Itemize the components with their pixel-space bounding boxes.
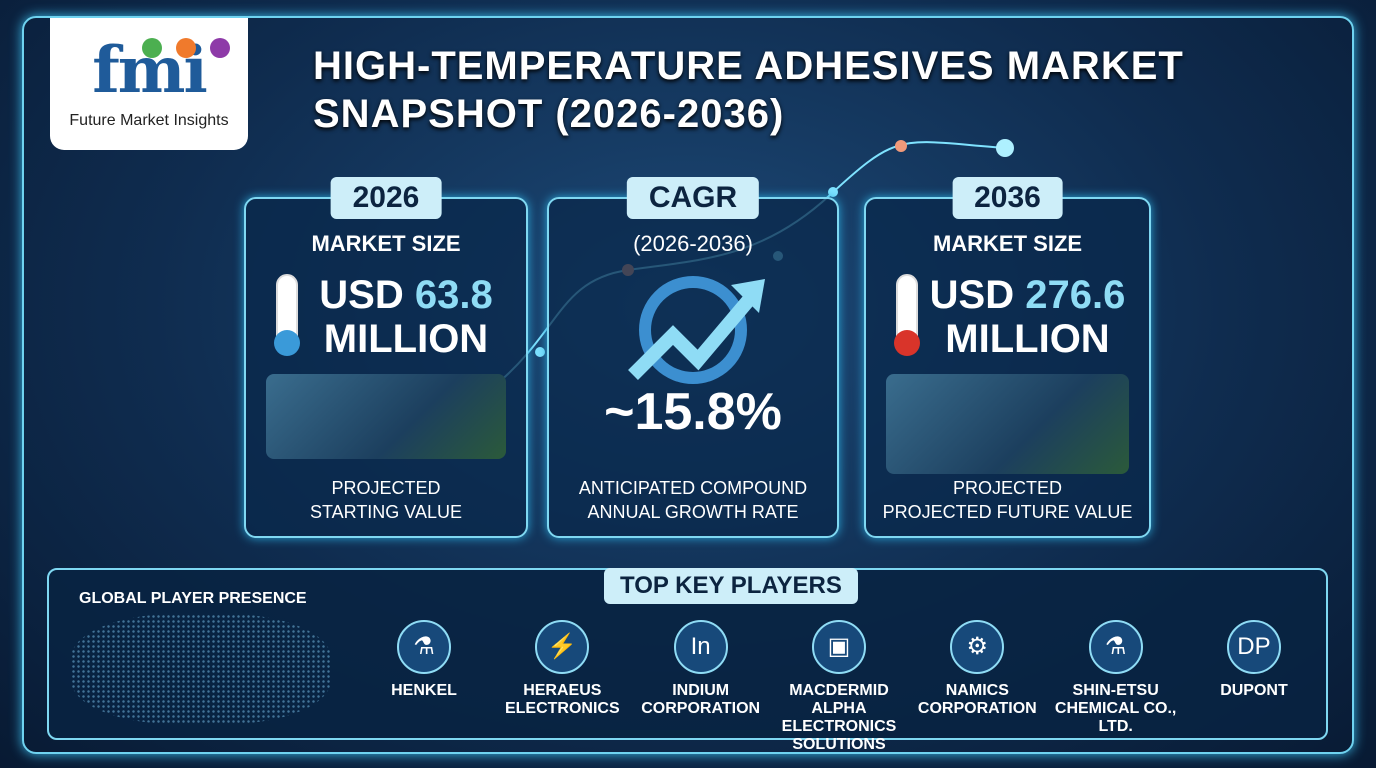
currency: USD xyxy=(929,273,1015,317)
player-name: MACDERMID ALPHA ELECTRONICS SOLUTIONS xyxy=(781,682,897,753)
card-desc-1: PROJECTED xyxy=(331,478,441,498)
card-cagr: CAGR (2026-2036) ~15.8% ANTICIPATED COMP… xyxy=(547,177,839,538)
player-name: HENKEL xyxy=(391,682,457,699)
fmi-logo: fmi Future Market Insights xyxy=(50,18,248,150)
player-item: ⚙ NAMICS CORPORATION xyxy=(912,620,1042,754)
player-item: ▣ MACDERMID ALPHA ELECTRONICS SOLUTIONS xyxy=(774,620,904,754)
dupont-logo-icon: DP xyxy=(1226,620,1281,674)
key-players-heading: TOP KEY PLAYERS xyxy=(604,568,858,604)
card-subtitle: (2026-2036) xyxy=(633,231,753,256)
player-item: ⚗ SHIN-ETSU CHEMICAL CO., LTD. xyxy=(1051,620,1181,754)
card-desc-2: ANNUAL GROWTH RATE xyxy=(587,502,799,522)
player-name: INDIUM CORPORATION xyxy=(641,682,761,717)
card-desc-1: ANTICIPATED COMPOUND xyxy=(578,478,808,498)
cagr-value: ~15.8% xyxy=(604,383,782,441)
player-item: In INDIUM CORPORATION xyxy=(636,620,766,754)
electronics-image xyxy=(266,374,506,459)
player-item: ⚗ HENKEL xyxy=(359,620,489,754)
global-presence-label: GLOBAL PLAYER PRESENCE xyxy=(79,590,307,607)
card-subtitle: MARKET SIZE xyxy=(932,231,1083,256)
card-desc-2: PROJECTED FUTURE VALUE xyxy=(882,502,1133,522)
title-line-1: HIGH-TEMPERATURE ADHESIVES MARKET xyxy=(313,44,1184,88)
logo-name: Future Market Insights xyxy=(69,112,229,129)
cagr-badge: CAGR xyxy=(626,177,760,219)
thermometer-low-icon xyxy=(274,274,300,356)
player-name: SHIN-ETSU CHEMICAL CO., LTD. xyxy=(1054,682,1177,735)
world-map xyxy=(71,614,331,724)
card-desc-1: PROJECTED xyxy=(952,478,1062,498)
unit: MILLION xyxy=(945,317,1110,361)
title-line-2: SNAPSHOT (2026-2036) xyxy=(313,92,785,136)
chemistry-icon: ⚗ xyxy=(1088,620,1143,674)
chip-icon: ▣ xyxy=(811,620,866,674)
key-players-panel: TOP KEY PLAYERS GLOBAL PLAYER PRESENCE ⚗… xyxy=(47,568,1328,753)
unit: MILLION xyxy=(323,317,489,361)
market-value: 276.6 xyxy=(1025,273,1126,317)
year-badge: 2036 xyxy=(952,177,1063,219)
player-name: HERAEUS ELECTRONICS xyxy=(504,682,620,717)
year-badge: 2026 xyxy=(330,177,442,219)
card-subtitle: MARKET SIZE xyxy=(311,231,461,256)
battery-icon: ⚡ xyxy=(535,620,590,674)
page-title: HIGH-TEMPERATURE ADHESIVES MARKET SNAPSH… xyxy=(313,42,1184,138)
card-2036: 2036 MARKET SIZE USD 276.6 MILLION PROJEC… xyxy=(864,177,1151,538)
currency: USD xyxy=(319,273,404,317)
card-desc-2: STARTING VALUE xyxy=(309,502,463,522)
card-2026: 2026 MARKET SIZE USD 63.8 MILLION PROJECT… xyxy=(244,177,528,538)
market-value: 63.8 xyxy=(414,273,493,317)
flask-icon: ⚗ xyxy=(397,620,451,674)
growth-arrow-icon xyxy=(628,276,765,384)
player-name: NAMICS CORPORATION xyxy=(917,682,1037,717)
player-name: DUPONT xyxy=(1220,682,1288,699)
gear-icon: ⚙ xyxy=(950,620,1005,674)
player-item: DP DUPONT xyxy=(1189,620,1319,754)
thermometer-high-icon xyxy=(894,274,920,356)
infographic-frame xyxy=(22,16,1354,754)
player-item: ⚡ HERAEUS ELECTRONICS xyxy=(497,620,627,754)
indium-logo-icon: In xyxy=(673,620,728,674)
turbine-image xyxy=(886,374,1129,474)
